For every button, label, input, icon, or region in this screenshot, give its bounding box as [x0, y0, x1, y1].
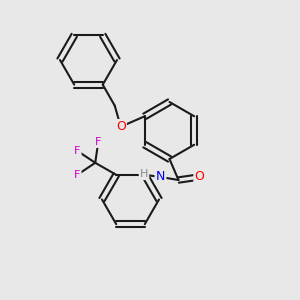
Text: O: O	[116, 120, 126, 133]
Text: F: F	[95, 137, 101, 147]
Text: O: O	[195, 170, 204, 184]
Text: H: H	[140, 169, 148, 179]
Text: F: F	[74, 146, 80, 156]
Text: F: F	[74, 170, 80, 180]
Text: N: N	[156, 170, 165, 184]
